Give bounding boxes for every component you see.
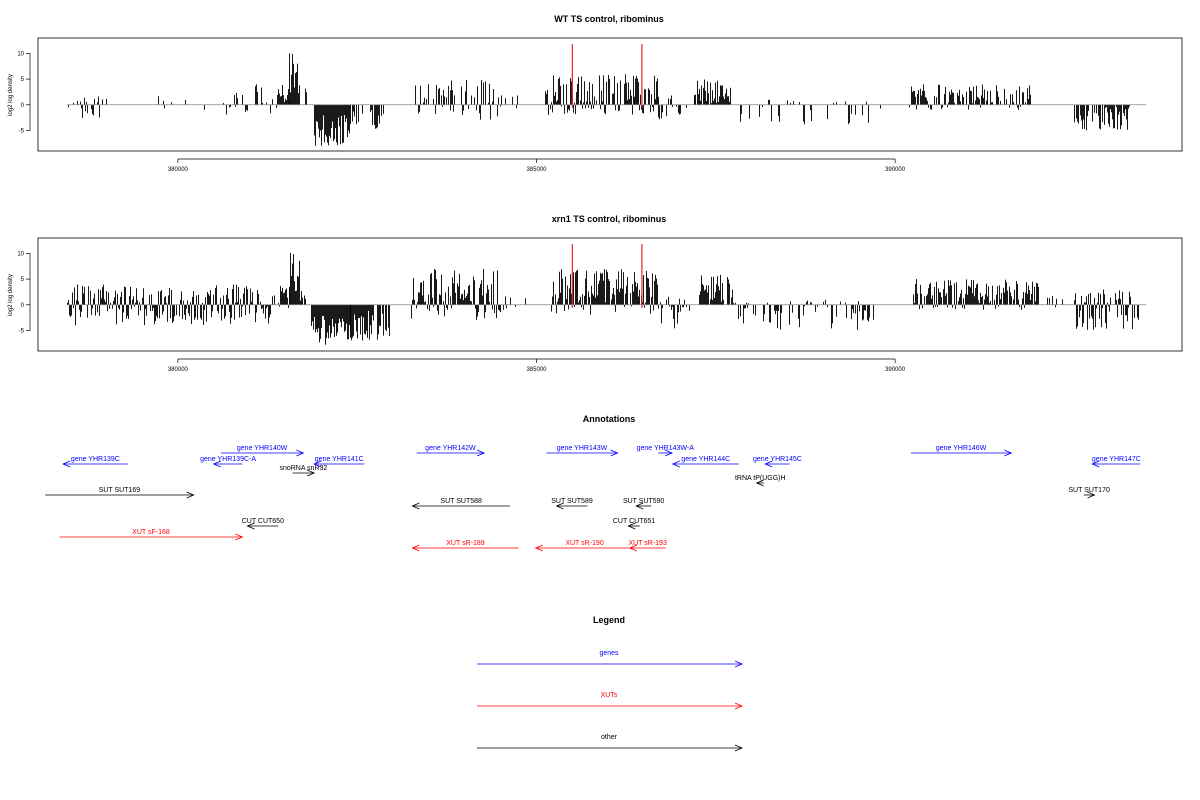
annotation-arrow-head <box>534 544 543 552</box>
legend-label: genes <box>599 650 619 657</box>
annotation-arrow-head <box>627 522 636 530</box>
annotation-arrow-head <box>1087 491 1096 499</box>
annotation-arrow-head <box>1004 449 1013 457</box>
panel1-ylabel: log2 log density <box>8 74 14 116</box>
annotation-arrow-head <box>62 460 71 468</box>
panel1-xtick-label: 390000 <box>885 167 906 173</box>
panel1-ytick-label: 10 <box>17 51 24 57</box>
annotation-arrow-head <box>755 479 764 487</box>
panel2-title: xrn1 TS control, ribominus <box>552 214 667 224</box>
panel1-title: WT TS control, ribominus <box>554 14 664 24</box>
legend-arrow-head <box>734 660 744 668</box>
annotation-label: SUT SUT590 <box>623 498 665 505</box>
legend-label: XUTs <box>601 692 618 699</box>
annotation-label: XUT sF-168 <box>132 529 170 536</box>
annotation-label: gene YHR143W <box>557 445 608 452</box>
panel2-frame <box>37 237 1183 352</box>
annotation-label: gene YHR141C <box>315 456 364 463</box>
annotation-arrow-head <box>212 460 221 468</box>
annotation-label: gene YHR143W-A <box>637 445 695 452</box>
annotation-label: snoRNA snR32 <box>279 465 327 472</box>
annotation-label: gene YHR147C <box>1092 456 1141 463</box>
panel2-ytick-label: -5 <box>19 328 25 334</box>
annotation-label: SUT SUT169 <box>99 487 141 494</box>
annotation-arrow-head <box>555 502 564 510</box>
annotation-arrow-head <box>246 522 255 530</box>
annotation-label: gene YHR146W <box>936 445 987 452</box>
annotation-arrow-head <box>764 460 773 468</box>
panel2-ylabel: log2 log density <box>8 274 14 316</box>
annotation-arrow-head <box>664 449 674 457</box>
panel1-ytick-label: 5 <box>21 77 25 83</box>
panel1-frame <box>37 37 1183 152</box>
panel1-ytick-label: 0 <box>21 103 25 109</box>
panel2-ytick-label: 10 <box>17 251 24 257</box>
panel2-ytick-label: 5 <box>21 277 25 283</box>
panel1-ytick-label: -5 <box>19 128 25 134</box>
legend-arrow-head <box>734 744 744 752</box>
panel2-xtick-label: 385000 <box>526 367 547 373</box>
annotation-label: gene YHR140W <box>237 445 288 452</box>
annotation-arrow-head <box>313 460 322 468</box>
annotation-label: CUT CUT651 <box>613 518 655 525</box>
panel2-xtick-label: 390000 <box>885 367 906 373</box>
annotation-label: SUT SUT589 <box>551 498 593 505</box>
annotation-arrow-head <box>411 544 420 552</box>
annotation-label: gene YHR144C <box>681 456 730 463</box>
annotation-label: SUT SUT588 <box>440 498 482 505</box>
annotation-label: gene YHR139C <box>71 456 120 463</box>
panel1-axes: -5 0 5 10 380000 385000 390000 <box>17 51 1147 173</box>
panel1-xtick-label: 385000 <box>526 167 547 173</box>
annotation-arrow-head <box>635 502 644 510</box>
annotation-arrow-head <box>610 449 619 457</box>
legend-arrow-head <box>734 702 744 710</box>
annotations-track: gene YHR139C gene YHR139C-A gene YHR140W sn… <box>45 445 1141 552</box>
annotation-arrow-head <box>186 491 195 499</box>
annotation-label: SUT SUT170 <box>1068 487 1110 494</box>
annotation-arrow-head <box>306 469 316 477</box>
panel1-bars <box>68 44 1130 146</box>
annotation-arrow-head <box>1091 460 1100 468</box>
annotation-label: CUT CUT650 <box>242 518 284 525</box>
panel2-xtick-label: 380000 <box>168 367 189 373</box>
annotation-label: XUT sR-189 <box>446 540 484 547</box>
panel2-bars <box>67 244 1139 345</box>
panel1-xtick-label: 380000 <box>168 167 189 173</box>
annotation-label: gene YHR145C <box>753 456 802 463</box>
annotation-label: gene YHR139C-A <box>200 456 256 463</box>
annotation-arrow-head <box>296 449 305 457</box>
annotation-label: gene YHR142W <box>425 445 476 452</box>
annotations-title: Annotations <box>583 414 636 424</box>
annotation-label: XUT sR-193 <box>628 540 666 547</box>
annotation-label: XUT sR-190 <box>565 540 603 547</box>
annotation-arrow-head <box>628 544 637 552</box>
legend-title: Legend <box>593 615 625 625</box>
legend: genes XUTs other <box>477 650 744 752</box>
panel2-axes: -5 0 5 10 380000 385000 390000 <box>17 251 1147 373</box>
annotation-arrow-head <box>411 502 420 510</box>
panel2-ytick-label: 0 <box>21 303 25 309</box>
annotation-arrow-head <box>235 533 244 541</box>
legend-label: other <box>601 734 618 741</box>
annotation-label: tRNA tP(UGG)H <box>735 475 786 482</box>
annotation-arrow-head <box>671 460 680 468</box>
annotation-arrow-head <box>476 449 486 457</box>
